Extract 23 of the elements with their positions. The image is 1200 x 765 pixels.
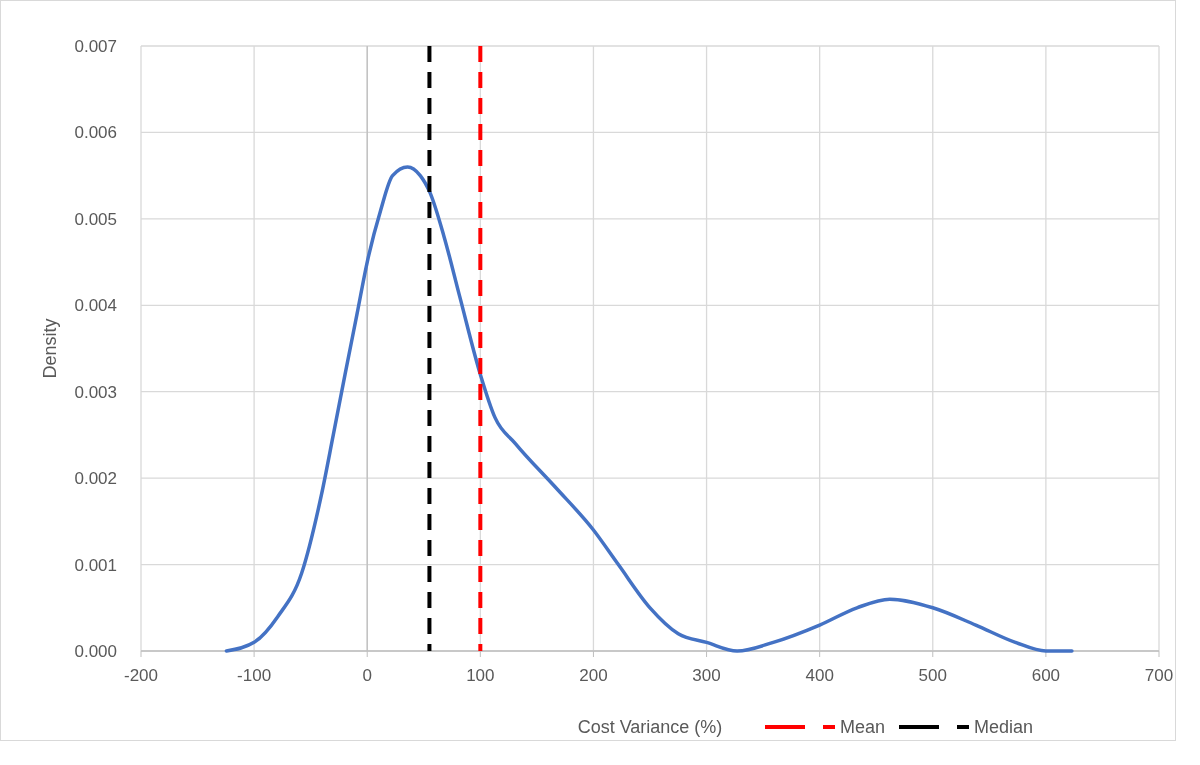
x-tick-label: 200 (579, 666, 608, 685)
x-tick-label: 400 (805, 666, 834, 685)
x-axis-title: Cost Variance (%) (577, 717, 723, 737)
x-tick-label: 100 (466, 666, 495, 685)
y-tick-label: 0.001 (74, 555, 117, 575)
y-tick-label: 0.007 (74, 37, 117, 56)
y-tick-label: 0.005 (74, 209, 117, 229)
x-tick-label: 500 (918, 666, 947, 685)
y-tick-label: 0.002 (74, 469, 117, 489)
legend-label: Median (974, 717, 1034, 737)
x-tick-label: 300 (692, 666, 721, 685)
y-tick-label: 0.004 (74, 296, 117, 316)
legend-label: Mean (840, 717, 886, 737)
x-tick-label: 600 (1031, 666, 1061, 685)
line-series (224, 165, 1074, 653)
y-tick-label: 0.006 (74, 123, 117, 143)
y-tick-label: 0.003 (74, 382, 117, 402)
x-tick-label: -200 (123, 666, 159, 685)
x-tick-label: 700 (1144, 666, 1174, 685)
y-tick-label: 0.000 (74, 642, 117, 661)
x-tick-label: -100 (237, 666, 272, 685)
y-axis-title: Density (40, 318, 60, 379)
x-tick-label: 0 (362, 666, 372, 685)
